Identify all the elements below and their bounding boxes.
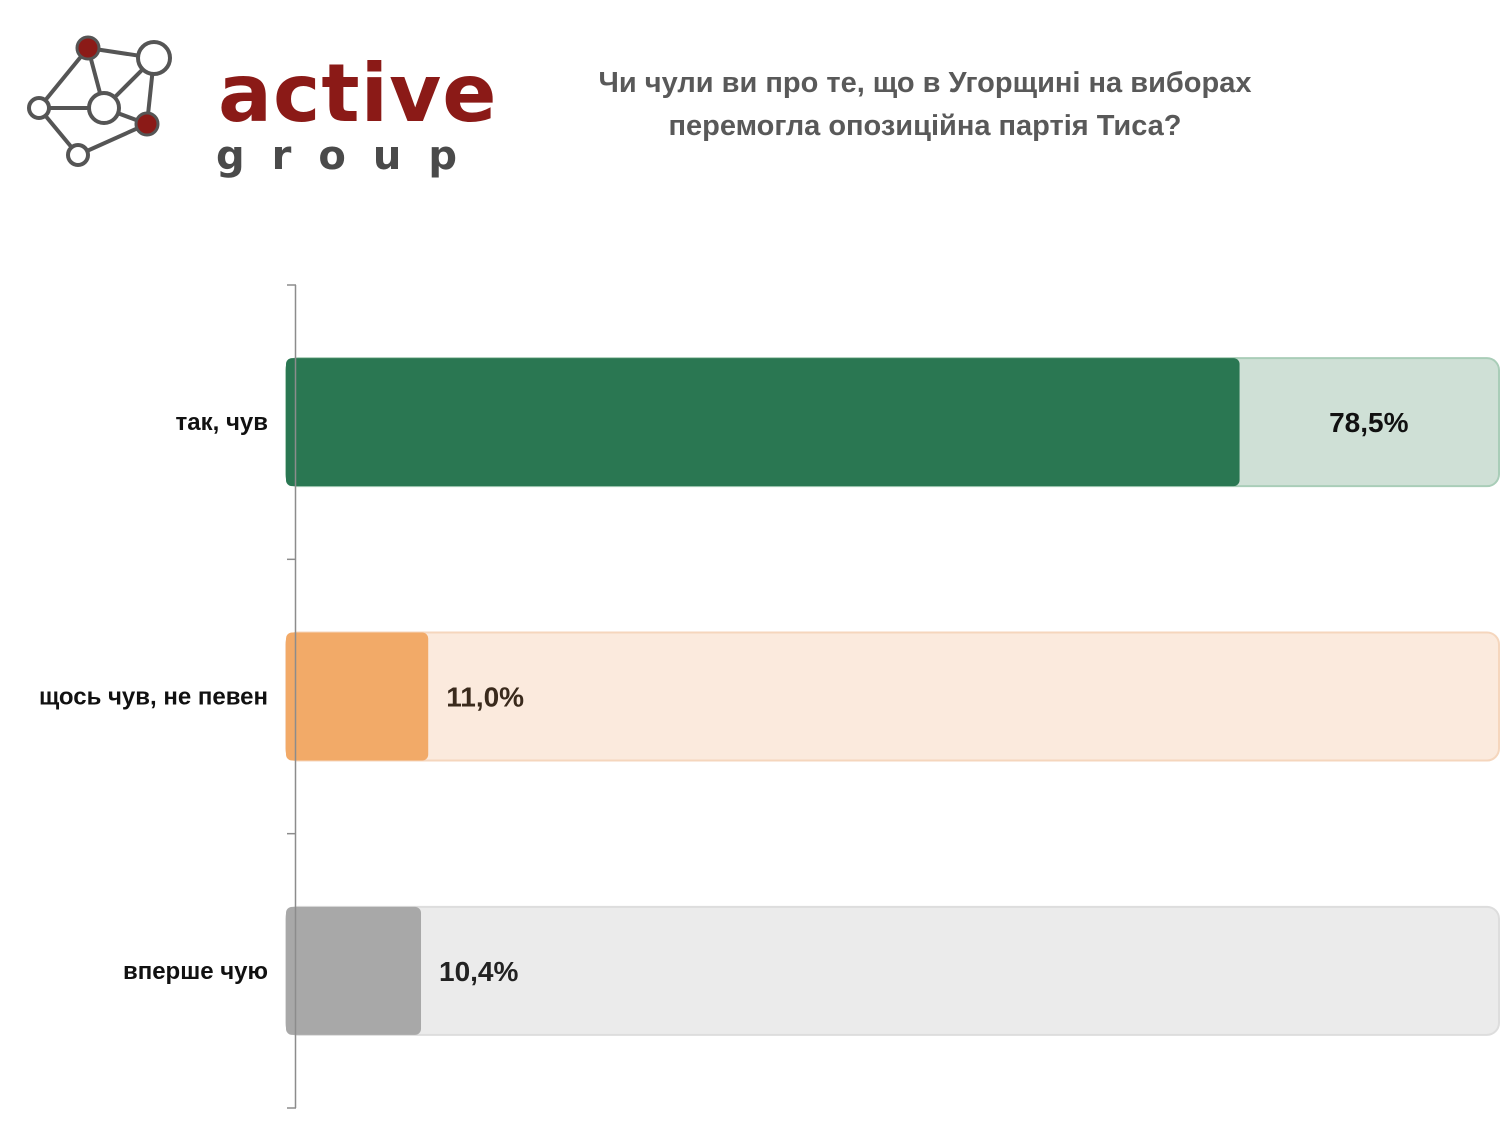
labels: так, чув 78,5% щось чув, не певен 11,0% впер… <box>39 407 1409 987</box>
logo: active group <box>20 28 496 178</box>
category-label: так, чув <box>176 409 268 436</box>
chart-title: Чи чули ви про те, що в Угорщині на вибо… <box>598 67 1252 142</box>
molecule-icon <box>27 35 172 167</box>
bar <box>286 906 422 1035</box>
value-label: 11,0% <box>446 682 524 713</box>
category-axis <box>287 284 297 1109</box>
bars <box>286 358 1240 1035</box>
bar <box>286 358 1240 487</box>
category-label: щось чув, не певен <box>39 684 268 711</box>
logo-word-group: group <box>216 133 484 179</box>
bar <box>286 632 429 761</box>
value-label: 78,5% <box>1329 407 1408 438</box>
value-label: 10,4% <box>439 956 518 987</box>
category-label: вперше чую <box>123 958 268 985</box>
logo-word-active: active <box>218 47 498 140</box>
